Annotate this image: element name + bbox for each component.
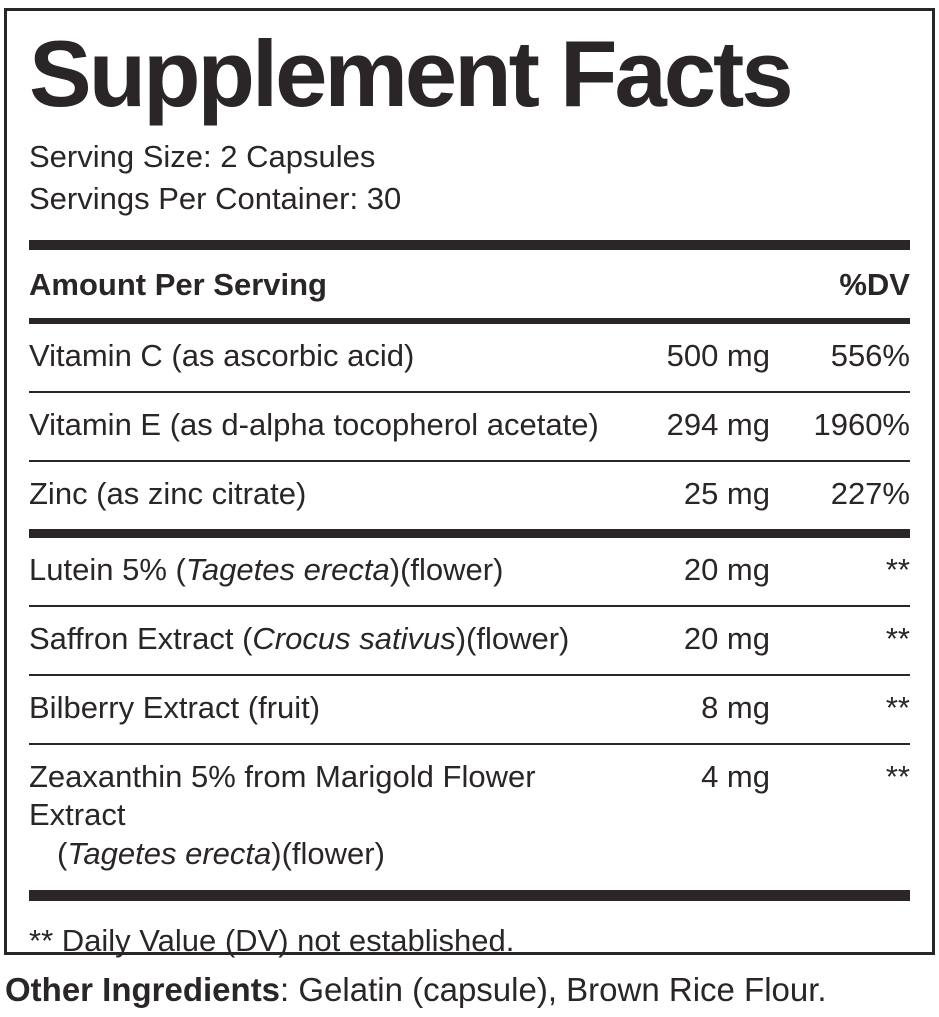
ingredient-dv: ** bbox=[885, 552, 910, 588]
ingredient-name-text: Zeaxanthin 5% from Marigold Flower Extra… bbox=[29, 759, 536, 833]
supplement-facts-panel: Supplement Facts Serving Size: 2 Capsule… bbox=[4, 8, 935, 958]
other-ingredients-line: Other Ingredients: Gelatin (capsule), Br… bbox=[5, 969, 827, 1011]
servings-per-container-text: Servings Per Container: 30 bbox=[29, 181, 402, 217]
ingredient-amount: 20 mg bbox=[683, 621, 770, 657]
ingredient-dv: 227% bbox=[830, 476, 910, 512]
table-row-vitamin-c: Vitamin C (as ascorbic acid) 500 mg 556% bbox=[29, 324, 910, 391]
table-row-bilberry: Bilberry Extract (fruit) 8 mg ** bbox=[29, 674, 910, 743]
ingredient-dv: ** bbox=[885, 621, 910, 657]
table-row-lutein: Lutein 5% (Tagetes erecta)(flower) 20 mg… bbox=[29, 538, 910, 605]
other-ingredients-label: Other Ingredients bbox=[5, 971, 281, 1008]
ingredient-name: Saffron Extract (Crocus sativus)(flower) bbox=[29, 620, 605, 658]
ingredient-dv: ** bbox=[885, 759, 910, 795]
ingredient-amount: 500 mg bbox=[666, 338, 770, 374]
ingredient-name: Zeaxanthin 5% from Marigold Flower Extra… bbox=[29, 758, 605, 874]
ingredient-name-line1: Zeaxanthin 5% from Marigold Flower Extra… bbox=[29, 758, 605, 834]
amount-per-serving-header: Amount Per Serving bbox=[29, 267, 327, 303]
ingredient-dv: 556% bbox=[830, 338, 910, 374]
table-row-vitamin-e: Vitamin E (as d-alpha tocopherol acetate… bbox=[29, 391, 910, 460]
ingredient-name: Bilberry Extract (fruit) bbox=[29, 689, 605, 727]
ingredient-name: Lutein 5% (Tagetes erecta)(flower) bbox=[29, 551, 605, 589]
table-row-saffron: Saffron Extract (Crocus sativus)(flower)… bbox=[29, 605, 910, 674]
ingredient-amount: 294 mg bbox=[666, 407, 770, 443]
ingredient-dv: ** bbox=[885, 690, 910, 726]
ingredient-name: Vitamin E (as d-alpha tocopherol acetate… bbox=[29, 406, 605, 444]
latin-name-open-paren: ( bbox=[57, 836, 68, 872]
ingredient-name-text: Zinc (as zinc citrate) bbox=[29, 476, 307, 512]
table-row-zinc: Zinc (as zinc citrate) 25 mg 227% bbox=[29, 460, 910, 529]
ingredient-name-text: Vitamin C (as ascorbic acid) bbox=[29, 338, 415, 374]
ingredient-name: Vitamin C (as ascorbic acid) bbox=[29, 337, 605, 375]
percent-dv-header: %DV bbox=[839, 267, 910, 303]
ingredient-name-text: Lutein 5% ( bbox=[29, 552, 186, 588]
ingredient-name-text: Bilberry Extract (fruit) bbox=[29, 690, 321, 726]
ingredient-amount: 4 mg bbox=[701, 759, 770, 795]
ingredient-name: Zinc (as zinc citrate) bbox=[29, 475, 605, 513]
ingredient-name-suffix: )(flower) bbox=[455, 621, 570, 657]
divider-under-header bbox=[29, 318, 910, 325]
ingredient-amount: 20 mg bbox=[683, 552, 770, 588]
ingredient-name-suffix: )(flower) bbox=[389, 552, 504, 588]
ingredient-amount: 25 mg bbox=[683, 476, 770, 512]
daily-value-footnote: ** Daily Value (DV) not established. bbox=[29, 923, 515, 959]
ingredient-latin-name: Tagetes erecta bbox=[67, 836, 272, 872]
ingredient-amount: 8 mg bbox=[701, 690, 770, 726]
divider-thick-top bbox=[29, 240, 910, 251]
ingredient-name-text: Saffron Extract ( bbox=[29, 621, 253, 657]
ingredient-latin-name: Tagetes erecta bbox=[185, 552, 390, 588]
divider-thick-bottom bbox=[29, 890, 910, 902]
serving-info: Serving Size: 2 Capsules Servings Per Co… bbox=[29, 136, 910, 220]
ingredient-latin-name: Crocus sativus bbox=[252, 621, 456, 657]
divider-thick-middle bbox=[29, 529, 910, 539]
serving-size-text: Serving Size: 2 Capsules bbox=[29, 139, 376, 175]
ingredient-name-text: Vitamin E (as d-alpha tocopherol acetate… bbox=[29, 407, 599, 443]
ingredient-dv: 1960% bbox=[813, 407, 910, 443]
panel-title: Supplement Facts bbox=[29, 21, 794, 126]
table-row-zeaxanthin: Zeaxanthin 5% from Marigold Flower Extra… bbox=[29, 743, 910, 890]
ingredient-name-suffix: )(flower) bbox=[271, 836, 385, 872]
table-header-row: Amount Per Serving %DV bbox=[29, 250, 910, 318]
ingredient-name-line2: (Tagetes erecta)(flower) bbox=[29, 834, 605, 874]
other-ingredients-text: : Gelatin (capsule), Brown Rice Flour. bbox=[280, 971, 827, 1008]
